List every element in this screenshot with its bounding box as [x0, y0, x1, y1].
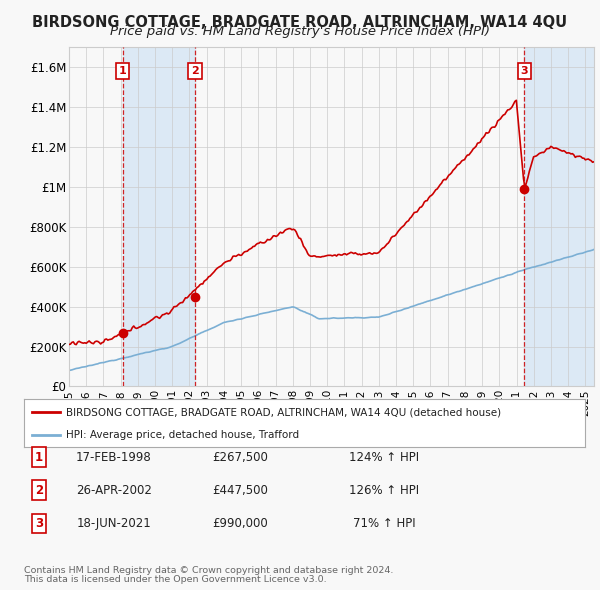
Text: £267,500: £267,500 [212, 451, 268, 464]
Text: 2: 2 [191, 66, 199, 76]
Text: BIRDSONG COTTAGE, BRADGATE ROAD, ALTRINCHAM, WA14 4QU: BIRDSONG COTTAGE, BRADGATE ROAD, ALTRINC… [32, 15, 568, 30]
Text: 17-FEB-1998: 17-FEB-1998 [76, 451, 152, 464]
Bar [123, 47, 195, 386]
Bar [524, 47, 594, 386]
Text: 1: 1 [119, 66, 127, 76]
Text: 71% ↑ HPI: 71% ↑ HPI [353, 517, 415, 530]
Text: HPI: Average price, detached house, Trafford: HPI: Average price, detached house, Traf… [66, 430, 299, 440]
Text: 26-APR-2002: 26-APR-2002 [76, 484, 152, 497]
Text: 124% ↑ HPI: 124% ↑ HPI [349, 451, 419, 464]
Text: 18-JUN-2021: 18-JUN-2021 [77, 517, 151, 530]
Text: Price paid vs. HM Land Registry's House Price Index (HPI): Price paid vs. HM Land Registry's House … [110, 25, 490, 38]
Text: Contains HM Land Registry data © Crown copyright and database right 2024.: Contains HM Land Registry data © Crown c… [24, 566, 394, 575]
Text: £990,000: £990,000 [212, 517, 268, 530]
Text: 1: 1 [35, 451, 43, 464]
Text: 2: 2 [35, 484, 43, 497]
Text: BIRDSONG COTTAGE, BRADGATE ROAD, ALTRINCHAM, WA14 4QU (detached house): BIRDSONG COTTAGE, BRADGATE ROAD, ALTRINC… [66, 407, 501, 417]
Text: £447,500: £447,500 [212, 484, 268, 497]
Text: This data is licensed under the Open Government Licence v3.0.: This data is licensed under the Open Gov… [24, 575, 326, 584]
Text: 3: 3 [521, 66, 528, 76]
Text: 3: 3 [35, 517, 43, 530]
Text: 126% ↑ HPI: 126% ↑ HPI [349, 484, 419, 497]
